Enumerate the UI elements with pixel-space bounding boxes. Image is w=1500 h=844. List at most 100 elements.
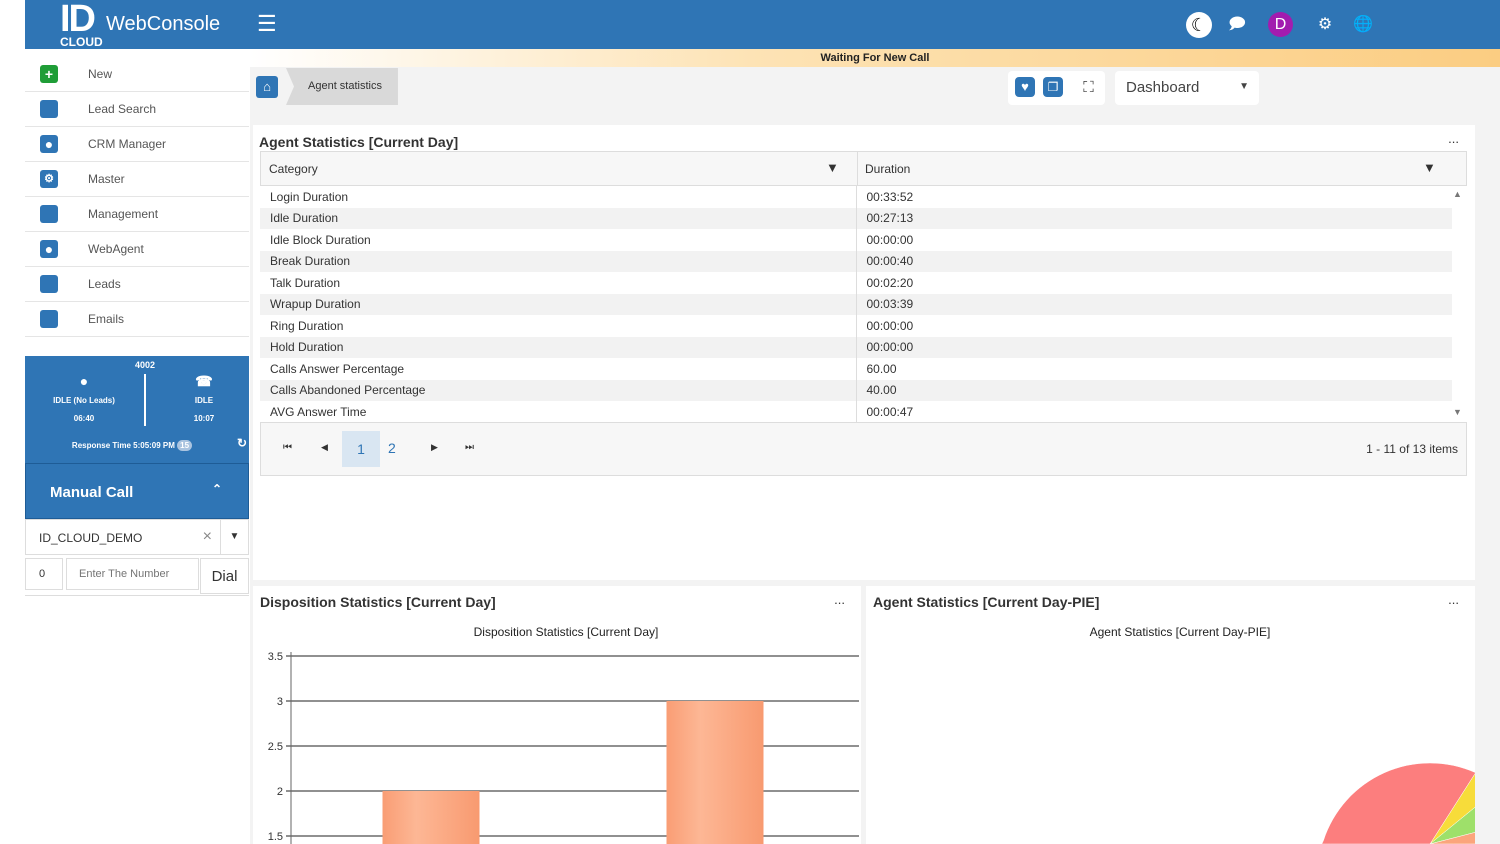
sidebar-item-webagent[interactable]: ● WebAgent bbox=[25, 232, 249, 267]
favorite-icon[interactable]: ♥ bbox=[1015, 77, 1035, 97]
panel-title: Agent Statistics [Current Day] bbox=[259, 134, 459, 150]
sidebar-item-label: Management bbox=[88, 207, 159, 221]
logo-id: ID bbox=[60, 0, 96, 40]
more-menu-button[interactable]: ... bbox=[834, 592, 845, 607]
duration-cell: 60.00 bbox=[866, 361, 897, 376]
dial-button[interactable]: Dial bbox=[200, 558, 249, 594]
chevron-down-icon[interactable]: ▼ bbox=[220, 520, 248, 554]
filter-icon[interactable]: ▼ bbox=[826, 160, 839, 175]
table-row[interactable]: Wrapup Duration 00:03:39 bbox=[260, 293, 1452, 315]
column-header-category[interactable]: Category bbox=[269, 162, 318, 176]
prev-page-icon[interactable]: ◀ bbox=[321, 442, 328, 452]
home-icon[interactable]: ⌂ bbox=[256, 76, 278, 98]
next-page-icon[interactable]: ▶ bbox=[431, 442, 438, 452]
filter-icon[interactable]: ▼ bbox=[1423, 160, 1436, 175]
user-icon: ● bbox=[40, 135, 58, 153]
sidebar-item-label: Leads bbox=[88, 277, 121, 291]
scroll-down-icon[interactable]: ▼ bbox=[1453, 407, 1462, 417]
menu-icon[interactable]: ☰ bbox=[257, 11, 277, 36]
square-icon bbox=[40, 310, 58, 328]
sidebar-item-lead-search[interactable]: Lead Search bbox=[25, 92, 249, 127]
sidebar-item-management[interactable]: Management bbox=[25, 197, 249, 232]
gears-icon: ⚙ bbox=[40, 170, 58, 188]
refresh-icon[interactable]: ↻ bbox=[236, 436, 248, 450]
duration-cell: 00:27:13 bbox=[856, 207, 1452, 229]
page-1-button[interactable]: 1 bbox=[342, 431, 380, 467]
table-row[interactable]: Break Duration 00:00:40 bbox=[260, 250, 1452, 272]
sidebar-item-label: New bbox=[88, 67, 113, 81]
user-icon: ● bbox=[79, 373, 89, 389]
moon-icon[interactable]: ☾ bbox=[1186, 12, 1212, 38]
sidebar-item-label: Master bbox=[88, 172, 125, 186]
panel-title: Disposition Statistics [Current Day] bbox=[260, 594, 496, 610]
table-row[interactable]: Login Duration 00:33:52 bbox=[260, 186, 1452, 208]
more-menu-button[interactable]: ... bbox=[1448, 592, 1459, 607]
chart-title: Disposition Statistics [Current Day] bbox=[474, 625, 659, 639]
sidebar-item-leads[interactable]: Leads bbox=[25, 267, 249, 302]
category-cell: Login Duration bbox=[260, 186, 857, 208]
globe-icon[interactable]: 🌐 bbox=[1353, 16, 1373, 33]
duration-cell: 00:02:20 bbox=[866, 275, 914, 290]
agent-status: IDLE (No Leads) bbox=[53, 396, 115, 405]
bar bbox=[666, 701, 764, 844]
more-menu-button[interactable]: ... bbox=[1448, 131, 1459, 146]
dashboard-select[interactable]: Dashboard ▼ bbox=[1115, 71, 1259, 105]
table-row[interactable]: Talk Duration 00:02:20 bbox=[260, 272, 1452, 294]
category-cell: Calls Abandoned Percentage bbox=[260, 379, 857, 401]
duration-cell: 00:00:00 bbox=[866, 318, 914, 333]
chevron-down-icon: ▼ bbox=[1239, 81, 1249, 92]
phone-icon: ☎ bbox=[195, 373, 213, 389]
duration-cell: 00:00:40 bbox=[856, 250, 1452, 272]
chart-title: Agent Statistics [Current Day-PIE] bbox=[1090, 625, 1271, 639]
call-status-bar: Waiting For New Call bbox=[250, 49, 1500, 67]
response-time: Response Time 5:05:09 PM bbox=[71, 441, 175, 450]
agent-extension: 4002 bbox=[134, 360, 156, 370]
first-page-icon[interactable]: ⏮ bbox=[283, 442, 292, 453]
manual-call-header[interactable]: Manual Call ⌃ bbox=[25, 463, 249, 519]
bar bbox=[382, 791, 480, 844]
duration-cell: 00:00:00 bbox=[856, 336, 1452, 358]
y-tick-label: 1.5 bbox=[268, 831, 283, 843]
category-cell: Hold Duration bbox=[260, 336, 857, 358]
user-avatar[interactable]: D bbox=[1268, 12, 1293, 37]
table-row[interactable]: Calls Abandoned Percentage 40.00 bbox=[260, 379, 1452, 401]
category-cell: Wrapup Duration bbox=[260, 293, 857, 315]
table-row[interactable]: Ring Duration 00:00:00 bbox=[260, 315, 1452, 337]
fullscreen-icon[interactable]: ⛶ bbox=[1072, 71, 1105, 105]
phone-status-time: 10:07 bbox=[193, 414, 215, 423]
campaign-select[interactable]: ID_CLOUD_DEMO × ▼ bbox=[25, 519, 249, 555]
phone-number-input[interactable] bbox=[66, 558, 199, 590]
plus-icon: + bbox=[40, 65, 58, 83]
dial-prefix[interactable]: 0 bbox=[25, 558, 63, 590]
page-2-button[interactable]: 2 bbox=[388, 440, 396, 456]
table-row[interactable]: Idle Block Duration 00:00:00 bbox=[260, 229, 1452, 251]
settings-icon[interactable]: ⚙ bbox=[1317, 16, 1333, 33]
pie-chart: Agent Statistics [Current Day-PIE] bbox=[1090, 625, 1475, 844]
table-row[interactable]: Calls Answer Percentage 60.00 bbox=[260, 358, 1452, 380]
pie-slice bbox=[1333, 832, 1475, 844]
table-row[interactable]: AVG Answer Time 00:00:47 bbox=[260, 401, 1452, 423]
table-row[interactable]: Idle Duration 00:27:13 bbox=[260, 207, 1452, 229]
sidebar-item-new[interactable]: + New bbox=[25, 57, 249, 92]
scroll-up-icon[interactable]: ▲ bbox=[1453, 189, 1462, 199]
square-icon bbox=[40, 275, 58, 293]
sidebar-item-crm-manager[interactable]: ● CRM Manager bbox=[25, 127, 249, 162]
disposition-panel: Disposition Statistics [Current Day] ...… bbox=[253, 586, 861, 844]
main-content: ⌂ Agent statistics ♥ ❐ ⛶ Dashboard ▼ Age… bbox=[250, 67, 1500, 844]
chat-icon[interactable]: 🗩 bbox=[1228, 16, 1246, 33]
duration-cell: 00:03:39 bbox=[856, 293, 1452, 315]
table-row[interactable]: Hold Duration 00:00:00 bbox=[260, 336, 1452, 358]
clear-icon[interactable]: × bbox=[202, 528, 212, 545]
sidebar-item-emails[interactable]: Emails bbox=[25, 302, 249, 337]
column-header-duration[interactable]: Duration bbox=[865, 162, 911, 176]
chevron-up-icon[interactable]: ⌃ bbox=[211, 482, 222, 496]
campaign-value: ID_CLOUD_DEMO bbox=[39, 531, 143, 545]
response-badge: 15 bbox=[177, 440, 193, 451]
sidebar-item-master[interactable]: ⚙ Master bbox=[25, 162, 249, 197]
window-icon[interactable]: ❐ bbox=[1043, 77, 1063, 97]
breadcrumb-current[interactable]: Agent statistics bbox=[286, 68, 398, 105]
pie-slice bbox=[1318, 762, 1475, 844]
duration-cell: 00:00:00 bbox=[866, 232, 914, 247]
category-cell: Idle Duration bbox=[260, 207, 857, 229]
last-page-icon[interactable]: ⏭ bbox=[465, 442, 474, 453]
